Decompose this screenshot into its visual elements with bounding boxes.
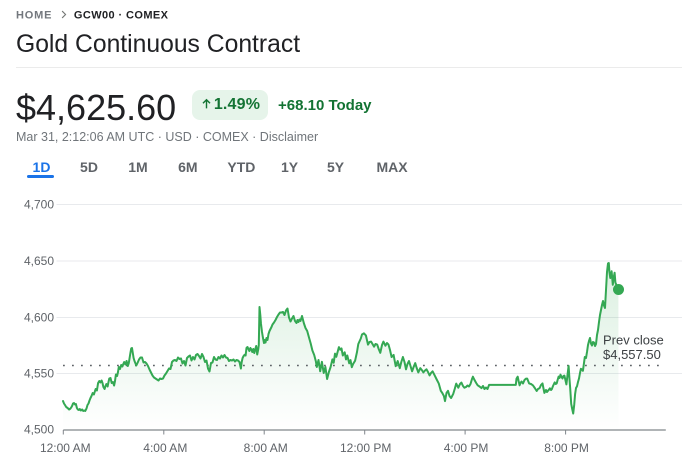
svg-text:8:00 AM: 8:00 AM: [244, 441, 288, 455]
svg-text:4:00 PM: 4:00 PM: [444, 441, 489, 455]
svg-text:12:00 PM: 12:00 PM: [340, 441, 391, 455]
svg-text:8:00 PM: 8:00 PM: [544, 441, 589, 455]
svg-text:4,650: 4,650: [24, 254, 54, 268]
svg-text:4:00 AM: 4:00 AM: [143, 441, 187, 455]
svg-text:4,550: 4,550: [24, 367, 54, 381]
svg-text:4,500: 4,500: [24, 423, 54, 437]
svg-text:Prev close: Prev close: [603, 333, 664, 348]
svg-text:$4,557.50: $4,557.50: [603, 347, 661, 362]
svg-text:4,600: 4,600: [24, 311, 54, 325]
svg-text:12:00 AM: 12:00 AM: [40, 441, 91, 455]
svg-text:4,700: 4,700: [24, 198, 54, 212]
